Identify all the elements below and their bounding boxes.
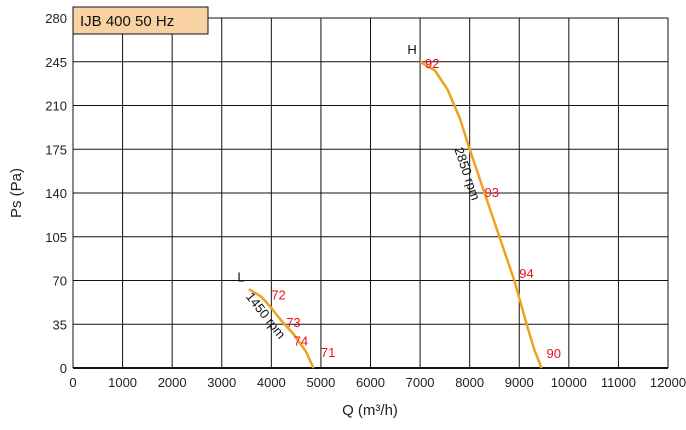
y-axis-label: Ps (Pa) — [8, 168, 25, 218]
x-tick-label: 7000 — [406, 375, 435, 390]
grid — [72, 17, 669, 369]
y-tick-label: 35 — [53, 317, 67, 332]
x-tick-label: 9000 — [505, 375, 534, 390]
y-tick-label: 70 — [53, 274, 67, 289]
x-tick-label: 8000 — [455, 375, 484, 390]
curve-label-L: L — [237, 269, 244, 284]
curve-L — [248, 288, 315, 369]
x-tick-label: 11000 — [601, 375, 636, 390]
y-tick-label: 175 — [45, 142, 67, 157]
y-tick-label: 0 — [60, 361, 67, 376]
x-tick-label: 10000 — [551, 375, 587, 390]
y-tick-label: 245 — [45, 55, 67, 70]
efficiency-label: 71 — [321, 345, 335, 360]
title-box — [72, 6, 209, 35]
efficiency-label: 73 — [286, 315, 300, 330]
curve-H — [419, 60, 543, 369]
y-tick-label: 280 — [45, 11, 67, 26]
tick-labels: 0 1000 2000 3000 4000 5000 6000 7000 8000 9000 100… — [45, 11, 686, 390]
y-tick-label: 105 — [45, 230, 67, 245]
curve-label-H: H — [407, 42, 416, 57]
efficiency-label: 72 — [271, 287, 285, 302]
efficiency-label: 94 — [519, 266, 533, 281]
x-tick-label: 12000 — [650, 375, 686, 390]
x-tick-label: 4000 — [257, 375, 286, 390]
x-tick-label: 6000 — [356, 375, 385, 390]
x-tick-label: 5000 — [306, 375, 335, 390]
x-tick-label: 1000 — [108, 375, 137, 390]
efficiency-label: 92 — [425, 56, 439, 71]
x-tick-label: 3000 — [207, 375, 236, 390]
x-tick-label: 0 — [69, 375, 76, 390]
x-tick-label: 2000 — [158, 375, 187, 390]
chart-title: IJB 400 50 Hz — [80, 13, 174, 30]
efficiency-label: 74 — [294, 334, 308, 349]
efficiency-label: 90 — [547, 346, 561, 361]
y-tick-label: 140 — [45, 186, 67, 201]
efficiency-label: 93 — [485, 185, 499, 200]
y-tick-label: 210 — [45, 99, 67, 114]
x-axis-label: Q (m³/h) — [342, 402, 398, 419]
